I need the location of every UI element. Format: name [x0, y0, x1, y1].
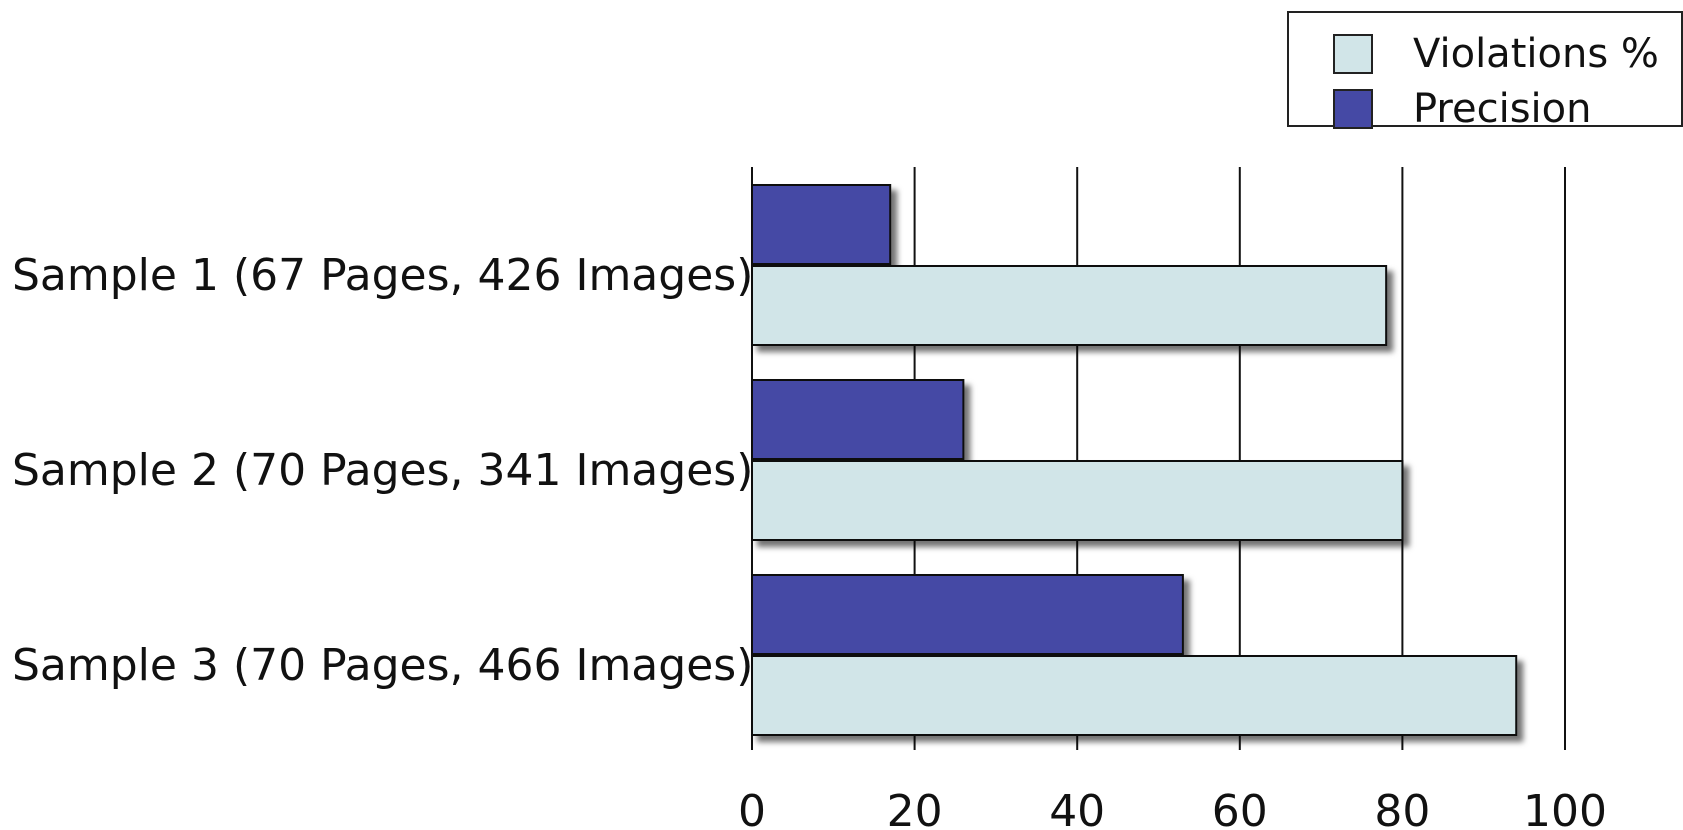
bar-precision-sample-3: [751, 574, 1184, 655]
x-tick-label-20: 20: [887, 786, 943, 830]
category-label-sample-1: Sample 1 (67 Pages, 426 Images): [12, 250, 753, 301]
x-tick-label-40: 40: [1049, 786, 1105, 830]
x-axis-tick-labels: 0 20 40 60 80 100: [738, 786, 1607, 830]
bars: [751, 184, 1518, 736]
bar-precision-sample-1: [751, 184, 892, 265]
legend-item-precision: Precision: [1333, 86, 1592, 132]
x-tick-label-100: 100: [1523, 786, 1607, 830]
legend-swatch-precision: [1333, 89, 1373, 129]
bar-violations-sample-2: [751, 460, 1404, 541]
legend: Violations % Precision: [1287, 11, 1683, 132]
legend-item-violations: Violations %: [1333, 31, 1659, 77]
x-tick-label-80: 80: [1374, 786, 1430, 830]
bar-violations-sample-1: [751, 265, 1388, 346]
x-tick-label-0: 0: [738, 786, 766, 830]
x-tick-label-60: 60: [1212, 786, 1268, 830]
bar-violations-sample-3: [751, 655, 1518, 736]
category-label-sample-2: Sample 2 (70 Pages, 341 Images): [12, 445, 753, 496]
legend-swatch-violations: [1333, 34, 1373, 74]
category-labels: Sample 1 (67 Pages, 426 Images) Sample 2 …: [12, 250, 753, 691]
bar-precision-sample-2: [751, 379, 965, 460]
legend-label-violations: Violations %: [1413, 31, 1659, 77]
legend-label-precision: Precision: [1413, 86, 1592, 132]
category-label-sample-3: Sample 3 (70 Pages, 466 Images): [12, 640, 753, 691]
